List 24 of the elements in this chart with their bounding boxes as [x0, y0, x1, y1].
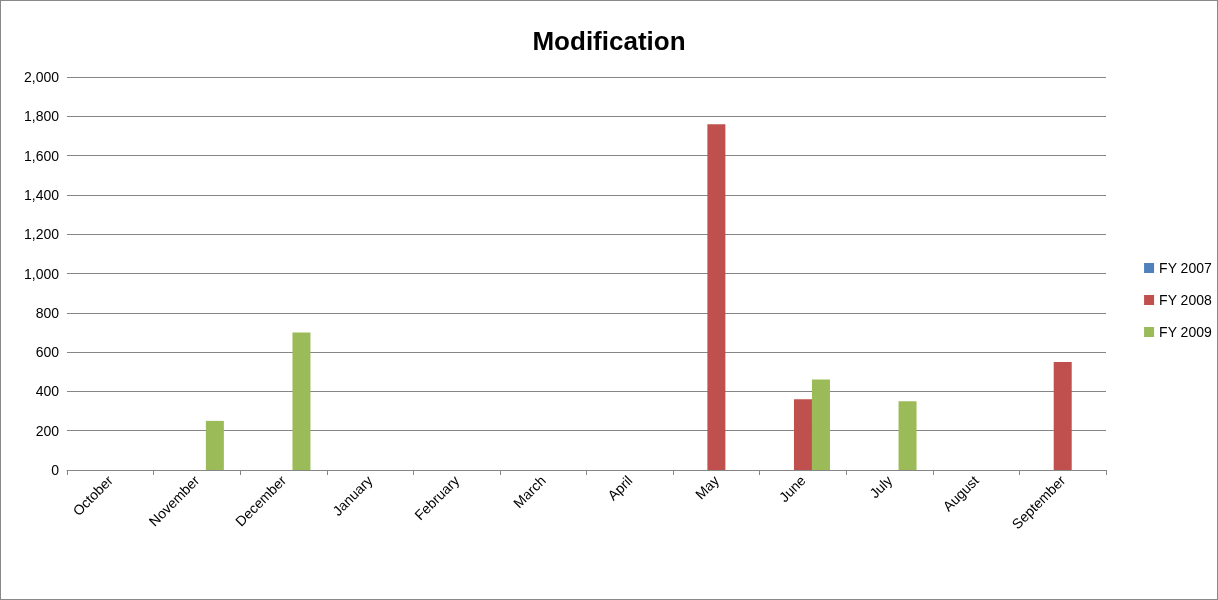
y-tick-label: 800 — [35, 304, 60, 321]
x-tick-label: July — [866, 472, 896, 502]
x-tick-label: May — [692, 472, 723, 503]
legend-label: FY 2007 — [1159, 260, 1212, 276]
y-tick-label: 1,200 — [23, 226, 60, 243]
bar — [793, 399, 812, 470]
bar — [292, 332, 311, 470]
y-tick-label: 200 — [35, 422, 60, 439]
y-tick-label: 600 — [35, 344, 60, 361]
bar — [1053, 361, 1072, 470]
legend-label: FY 2008 — [1159, 292, 1212, 308]
bar — [811, 379, 830, 470]
bar — [707, 124, 726, 470]
y-tick-label: 400 — [35, 383, 60, 400]
y-tick-label: 2,000 — [23, 69, 60, 85]
y-tick-label: 0 — [51, 462, 60, 478]
bar — [205, 420, 224, 470]
y-tick-label: 1,800 — [23, 108, 60, 125]
y-tick-label: 1,400 — [23, 186, 60, 203]
y-tick-label: 1,600 — [23, 147, 60, 164]
bar — [898, 401, 917, 470]
legend-label: FY 2009 — [1159, 324, 1212, 340]
chart-title: Modification — [532, 26, 686, 56]
y-tick-label: 1,000 — [23, 265, 60, 282]
